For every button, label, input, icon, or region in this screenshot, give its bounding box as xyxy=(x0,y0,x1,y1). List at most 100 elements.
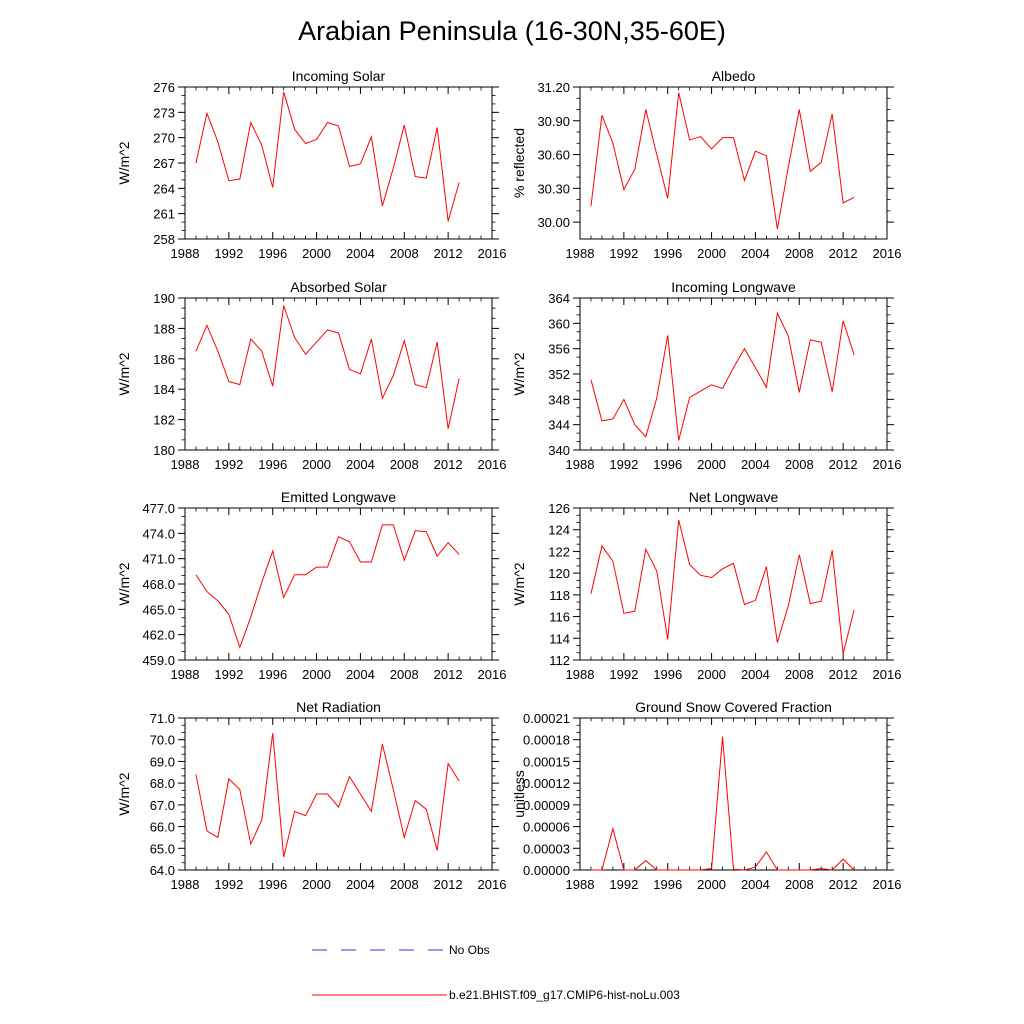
y-tick-label: 471.0 xyxy=(142,552,175,567)
x-tick-label: 1992 xyxy=(609,246,638,261)
plot-frame xyxy=(184,86,493,240)
y-tick-label: 0.00006 xyxy=(523,820,570,835)
x-tick-label: 2008 xyxy=(390,877,419,892)
x-tick-label: 1992 xyxy=(609,457,638,472)
y-tick-label: 264 xyxy=(153,181,175,196)
x-tick-label: 1988 xyxy=(566,877,595,892)
x-tick-label: 1988 xyxy=(171,246,200,261)
y-tick-label: 465.0 xyxy=(142,602,175,617)
chart-panel-4: Incoming Longwave W/m^2 1988 1992 1996 2000 20… xyxy=(511,279,901,472)
y-tick-label: 122 xyxy=(548,544,570,559)
chart-panel-1: Incoming Solar W/m^2 1988 1992 1996 2000 2004 2… xyxy=(116,68,506,261)
x-tick-label: 2000 xyxy=(302,667,331,682)
legend-model-label: b.e21.BHIST.f09_g17.CMIP6-hist-noLu.003 xyxy=(449,988,680,1002)
x-tick-label: 1996 xyxy=(653,877,682,892)
y-tick-label: 65.0 xyxy=(150,841,175,856)
x-tick-label: 2008 xyxy=(390,457,419,472)
y-tick-label: 0.00015 xyxy=(523,754,570,769)
x-tick-label: 1996 xyxy=(653,457,682,472)
x-tick-label: 2012 xyxy=(434,667,463,682)
y-tick-label: 356 xyxy=(548,342,570,357)
x-tick-label: 2008 xyxy=(390,667,419,682)
y-axis-label: W/m^2 xyxy=(511,562,527,605)
chart-panel-7: Net Radiation W/m^2 1988 1992 1996 2000 2004 20… xyxy=(116,699,506,892)
x-tick-label: 1988 xyxy=(171,877,200,892)
x-tick-label: 2004 xyxy=(741,667,770,682)
panels: Incoming Solar W/m^2 1988 1992 1996 2000 2004 2… xyxy=(116,68,901,892)
x-tick-label: 1996 xyxy=(258,246,287,261)
y-tick-label: 184 xyxy=(153,382,175,397)
y-tick-label: 112 xyxy=(549,653,570,668)
y-tick-label: 258 xyxy=(153,232,175,247)
y-axis-label: W/m^2 xyxy=(116,772,132,815)
y-tick-label: 273 xyxy=(153,105,175,120)
x-tick-label: 1992 xyxy=(214,667,243,682)
y-tick-label: 261 xyxy=(153,207,175,222)
y-tick-label: 31.20 xyxy=(537,80,570,95)
y-tick-label: 0.00018 xyxy=(523,733,570,748)
x-tick-label: 2016 xyxy=(873,246,902,261)
panel-title: Incoming Longwave xyxy=(671,279,796,295)
y-tick-label: 0.00021 xyxy=(523,711,570,726)
y-tick-label: 352 xyxy=(548,367,570,382)
x-tick-label: 1988 xyxy=(566,667,595,682)
y-tick-label: 348 xyxy=(548,392,570,407)
chart-panel-3: Absorbed Solar W/m^2 1988 1992 1996 2000 2004 2… xyxy=(116,279,506,472)
x-tick-label: 1988 xyxy=(171,667,200,682)
x-tick-label: 2016 xyxy=(478,667,507,682)
x-tick-label: 2004 xyxy=(741,877,770,892)
x-tick-label: 2012 xyxy=(434,457,463,472)
x-tick-label: 2016 xyxy=(478,246,507,261)
y-tick-label: 0.00012 xyxy=(523,776,570,791)
x-tick-label: 2004 xyxy=(346,246,375,261)
y-tick-label: 124 xyxy=(548,523,570,538)
y-tick-label: 68.0 xyxy=(150,776,175,791)
plot-frame xyxy=(579,297,888,451)
y-tick-label: 0.00000 xyxy=(523,863,570,878)
x-tick-label: 2000 xyxy=(697,246,726,261)
y-tick-label: 340 xyxy=(548,443,570,458)
panel-title: Albedo xyxy=(712,68,756,84)
y-tick-label: 120 xyxy=(548,566,570,581)
y-tick-label: 468.0 xyxy=(142,577,175,592)
y-tick-label: 70.0 xyxy=(150,733,175,748)
x-tick-label: 2012 xyxy=(434,877,463,892)
x-tick-label: 2012 xyxy=(829,457,858,472)
x-tick-label: 2000 xyxy=(697,667,726,682)
x-tick-label: 2000 xyxy=(302,246,331,261)
y-tick-label: 126 xyxy=(548,501,570,516)
y-tick-label: 118 xyxy=(549,588,570,603)
panel-title: Net Radiation xyxy=(296,699,381,715)
y-axis-label: unitless xyxy=(511,770,527,817)
y-tick-label: 64.0 xyxy=(150,863,175,878)
panel-title: Ground Snow Covered Fraction xyxy=(635,699,832,715)
x-tick-label: 1992 xyxy=(214,246,243,261)
y-tick-label: 344 xyxy=(548,418,570,433)
y-tick-label: 67.0 xyxy=(150,798,175,813)
y-tick-label: 66.0 xyxy=(150,820,175,835)
chart-panel-2: Albedo % reflected 1988 1992 1996 2000 2004 200… xyxy=(511,68,901,261)
y-tick-label: 30.90 xyxy=(537,114,570,129)
y-tick-label: 462.0 xyxy=(142,628,175,643)
plot-frame xyxy=(579,86,888,240)
series-line xyxy=(590,736,855,871)
series-line xyxy=(590,519,855,654)
x-tick-label: 2012 xyxy=(829,877,858,892)
y-axis-label: W/m^2 xyxy=(116,562,132,605)
x-tick-label: 1988 xyxy=(566,246,595,261)
y-tick-label: 364 xyxy=(548,291,570,306)
x-tick-label: 1996 xyxy=(258,667,287,682)
x-tick-label: 1992 xyxy=(214,457,243,472)
x-tick-label: 2016 xyxy=(873,457,902,472)
x-tick-label: 1996 xyxy=(258,877,287,892)
y-tick-label: 0.00009 xyxy=(523,798,570,813)
y-tick-label: 182 xyxy=(153,413,175,428)
y-tick-label: 0.00003 xyxy=(523,841,570,856)
y-axis-label: W/m^2 xyxy=(116,141,132,184)
x-tick-label: 2008 xyxy=(785,667,814,682)
x-tick-label: 2000 xyxy=(697,457,726,472)
x-tick-label: 2000 xyxy=(302,877,331,892)
y-tick-label: 30.60 xyxy=(537,148,570,163)
x-tick-label: 1988 xyxy=(566,457,595,472)
